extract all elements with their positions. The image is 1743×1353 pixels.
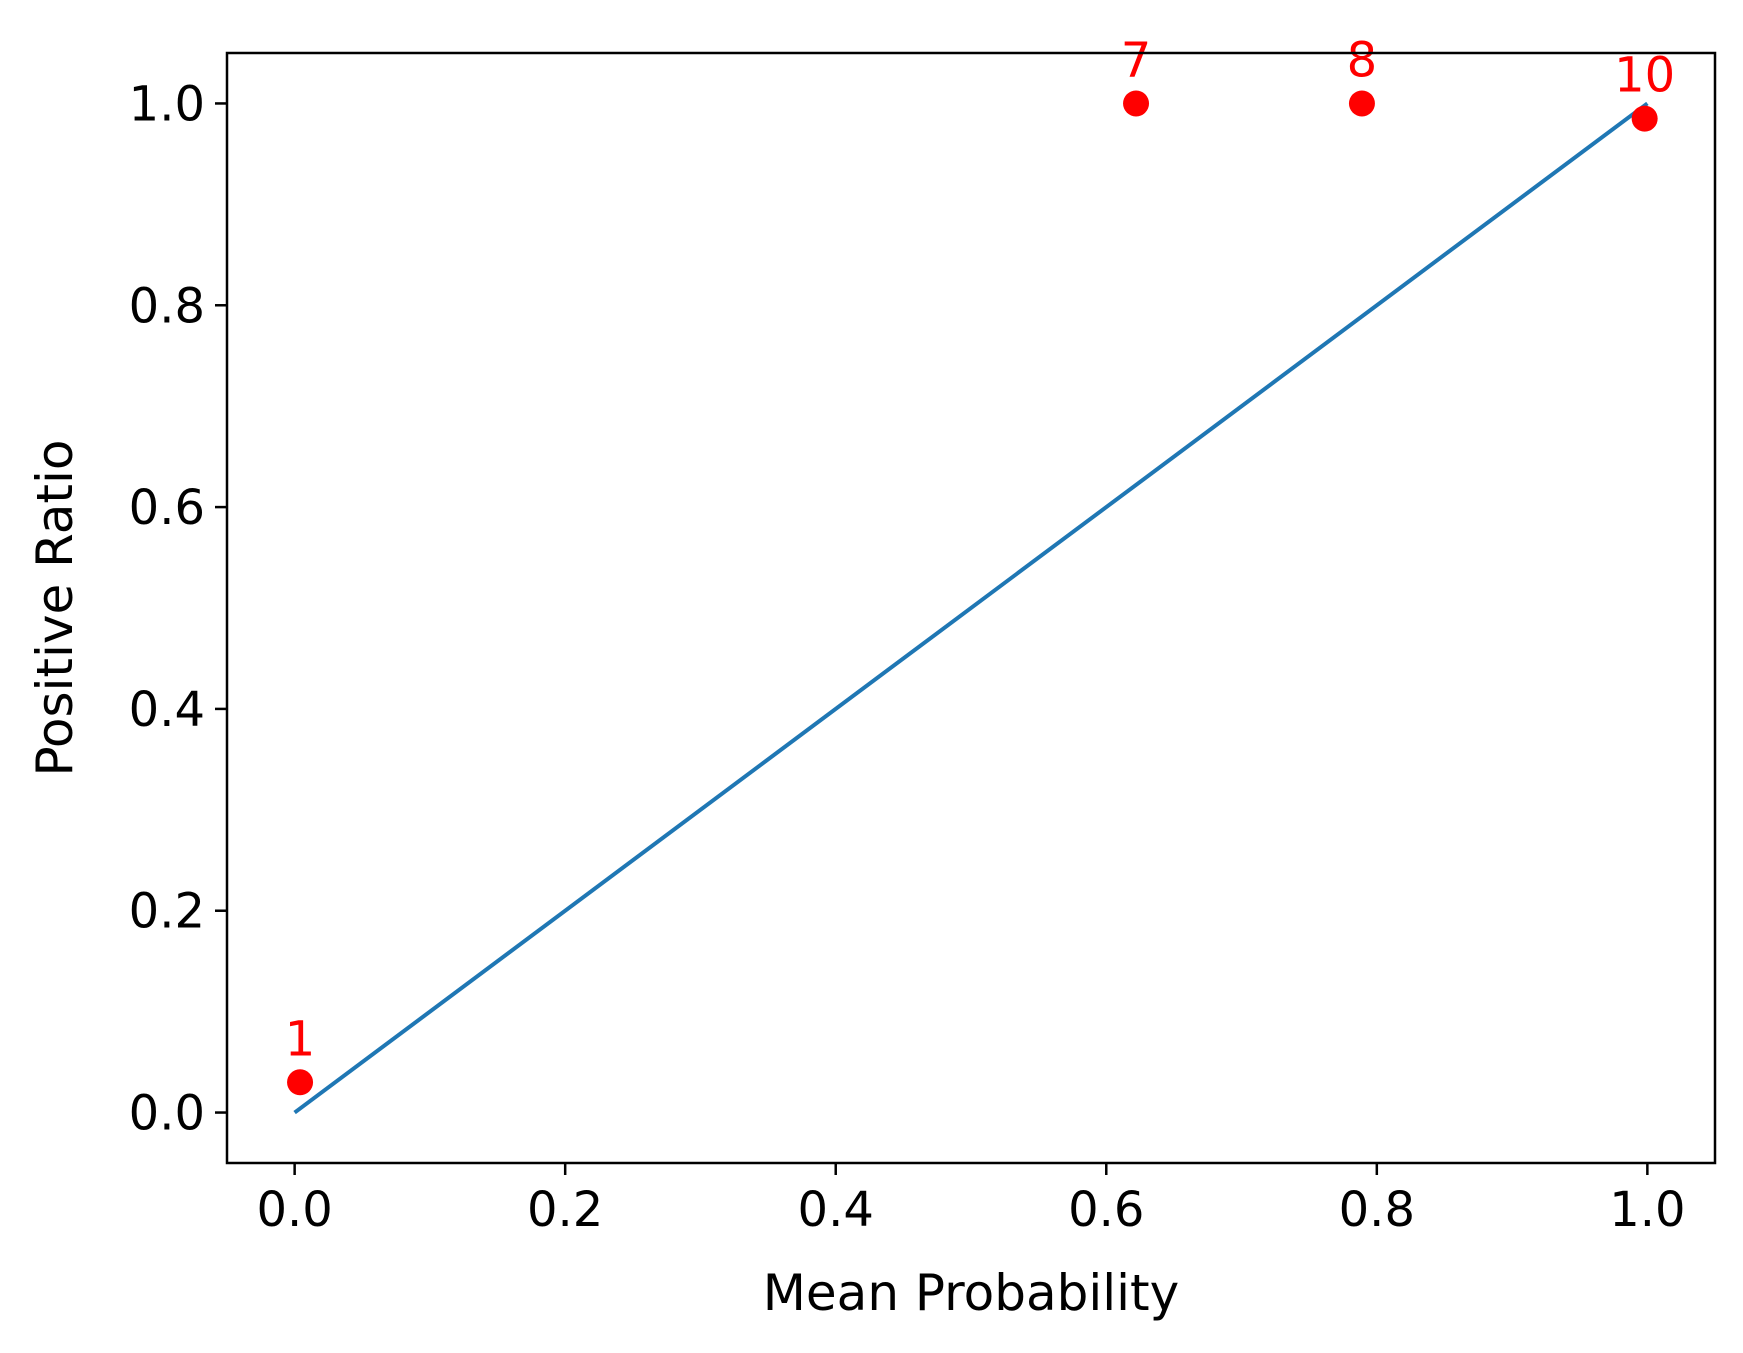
points-layer: 1 7 8 10	[285, 32, 1675, 1096]
y-tick-label: 0.6	[129, 480, 205, 536]
data-point	[1348, 90, 1375, 117]
data-point	[1123, 90, 1150, 117]
y-ticks-layer: 0.0 0.2 0.4 0.6 0.8 1.0	[129, 76, 227, 1142]
point-label: 7	[1121, 32, 1152, 88]
y-tick-label: 1.0	[129, 76, 205, 132]
x-tick-label: 0.8	[1339, 1182, 1415, 1238]
reference-line-layer	[293, 101, 1649, 1115]
y-tick-label: 0.0	[129, 1086, 205, 1142]
point-label: 8	[1347, 32, 1378, 88]
reference-line	[293, 101, 1649, 1115]
y-tick-label: 0.8	[129, 278, 205, 334]
plot-frame	[225, 51, 1717, 1165]
x-tick-label: 1.0	[1609, 1182, 1685, 1238]
x-tick-label: 0.4	[798, 1182, 874, 1238]
x-ticks-layer: 0.0 0.2 0.4 0.6 0.8 1.0	[256, 1163, 1686, 1238]
y-axis-label: Positive Ratio	[26, 439, 84, 776]
x-tick-label: 0.0	[256, 1182, 332, 1238]
point-label: 1	[285, 1011, 316, 1067]
y-tick-label: 0.4	[129, 682, 205, 738]
data-point	[287, 1069, 314, 1096]
data-point	[1631, 105, 1658, 132]
x-tick-label: 0.2	[527, 1182, 603, 1238]
x-axis-label: Mean Probability	[763, 1264, 1179, 1322]
point-label: 10	[1614, 48, 1675, 104]
x-tick-label: 0.6	[1068, 1182, 1144, 1238]
y-tick-label: 0.2	[129, 884, 205, 940]
